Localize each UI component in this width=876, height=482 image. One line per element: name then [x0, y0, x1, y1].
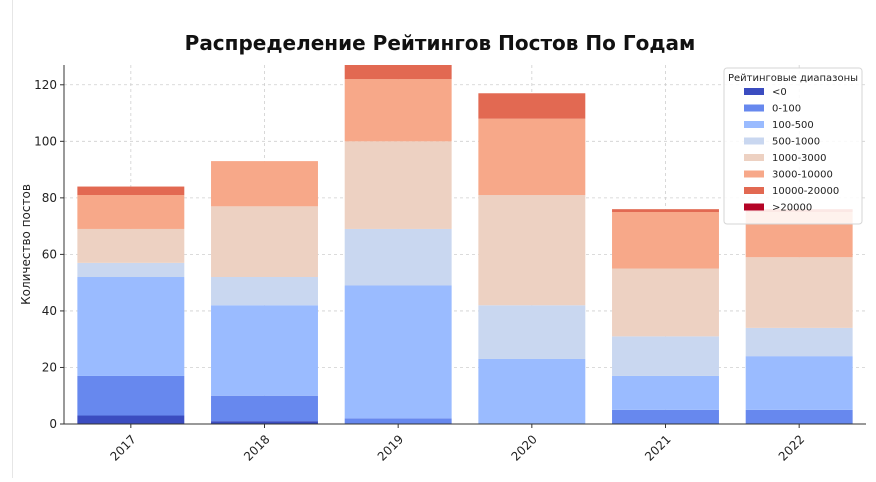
bar-segment: [77, 228, 185, 263]
legend-swatch: [744, 187, 764, 194]
legend-swatch: [744, 154, 764, 161]
bar-segment: [478, 195, 586, 306]
bar-segment: [612, 336, 719, 376]
bar-segment: [77, 375, 185, 416]
bar-segment: [344, 228, 452, 286]
bar-segment: [344, 79, 452, 142]
legend-swatch: [744, 170, 764, 178]
legend-label: 10000-20000: [772, 186, 839, 197]
bar-segment: [745, 257, 853, 328]
bar-segment: [211, 305, 318, 396]
y-tick-label: 80: [42, 191, 57, 205]
bar-segment: [612, 209, 719, 212]
bar-segment: [344, 418, 452, 424]
bar-segment: [77, 262, 185, 278]
bar-segment: [77, 186, 185, 196]
y-tick-label: 40: [42, 304, 57, 318]
legend-label: 3000-10000: [772, 170, 833, 181]
bar-segment: [77, 415, 185, 424]
bar-segment: [478, 305, 586, 359]
legend-title: Рейтинговые диапазоны: [728, 73, 858, 84]
chart-title: Распределение Рейтингов Постов По Годам: [185, 31, 696, 55]
legend-label: 1000-3000: [772, 153, 827, 164]
bar-segment: [344, 141, 452, 229]
y-tick-label: 0: [49, 417, 57, 431]
bar-segment: [612, 375, 719, 410]
bars: [77, 65, 853, 424]
bar-segment: [77, 195, 185, 229]
legend-swatch: [744, 137, 764, 145]
bar-segment: [612, 211, 719, 269]
bar-segment: [211, 421, 318, 424]
y-tick-label: 20: [42, 360, 57, 374]
page-edge: [12, 0, 876, 478]
bar-segment: [344, 65, 452, 80]
bar-segment: [344, 285, 452, 419]
bar-segment: [211, 395, 318, 422]
legend-label: >20000: [772, 203, 812, 214]
bar-segment: [478, 93, 586, 119]
legend-label: 500-1000: [772, 137, 820, 148]
bar-segment: [211, 206, 318, 278]
legend-swatch: [744, 88, 764, 95]
bar-segment: [745, 327, 853, 357]
legend-swatch: [744, 203, 764, 211]
y-axis-label: Количество постов: [19, 184, 33, 305]
legend-label: 0-100: [772, 104, 801, 115]
y-tick-label: 120: [34, 78, 57, 92]
bar-segment: [745, 409, 853, 424]
legend: Рейтинговые диапазоны <0 0-100 100-500 500-1…: [723, 67, 863, 225]
legend-label: <0: [772, 87, 787, 98]
bar-segment: [612, 268, 719, 337]
bar-segment: [77, 277, 185, 376]
bar-segment: [478, 358, 586, 424]
y-tick-label: 100: [34, 134, 57, 148]
legend-swatch: [744, 104, 764, 112]
bar-segment: [478, 118, 586, 196]
legend-label: 100-500: [772, 120, 814, 131]
bar-segment: [612, 409, 719, 424]
bar-segment: [211, 161, 318, 207]
bar-segment: [745, 356, 853, 410]
bar-segment: [211, 277, 318, 306]
y-tick-label: 60: [42, 247, 57, 261]
legend-swatch: [744, 121, 764, 128]
